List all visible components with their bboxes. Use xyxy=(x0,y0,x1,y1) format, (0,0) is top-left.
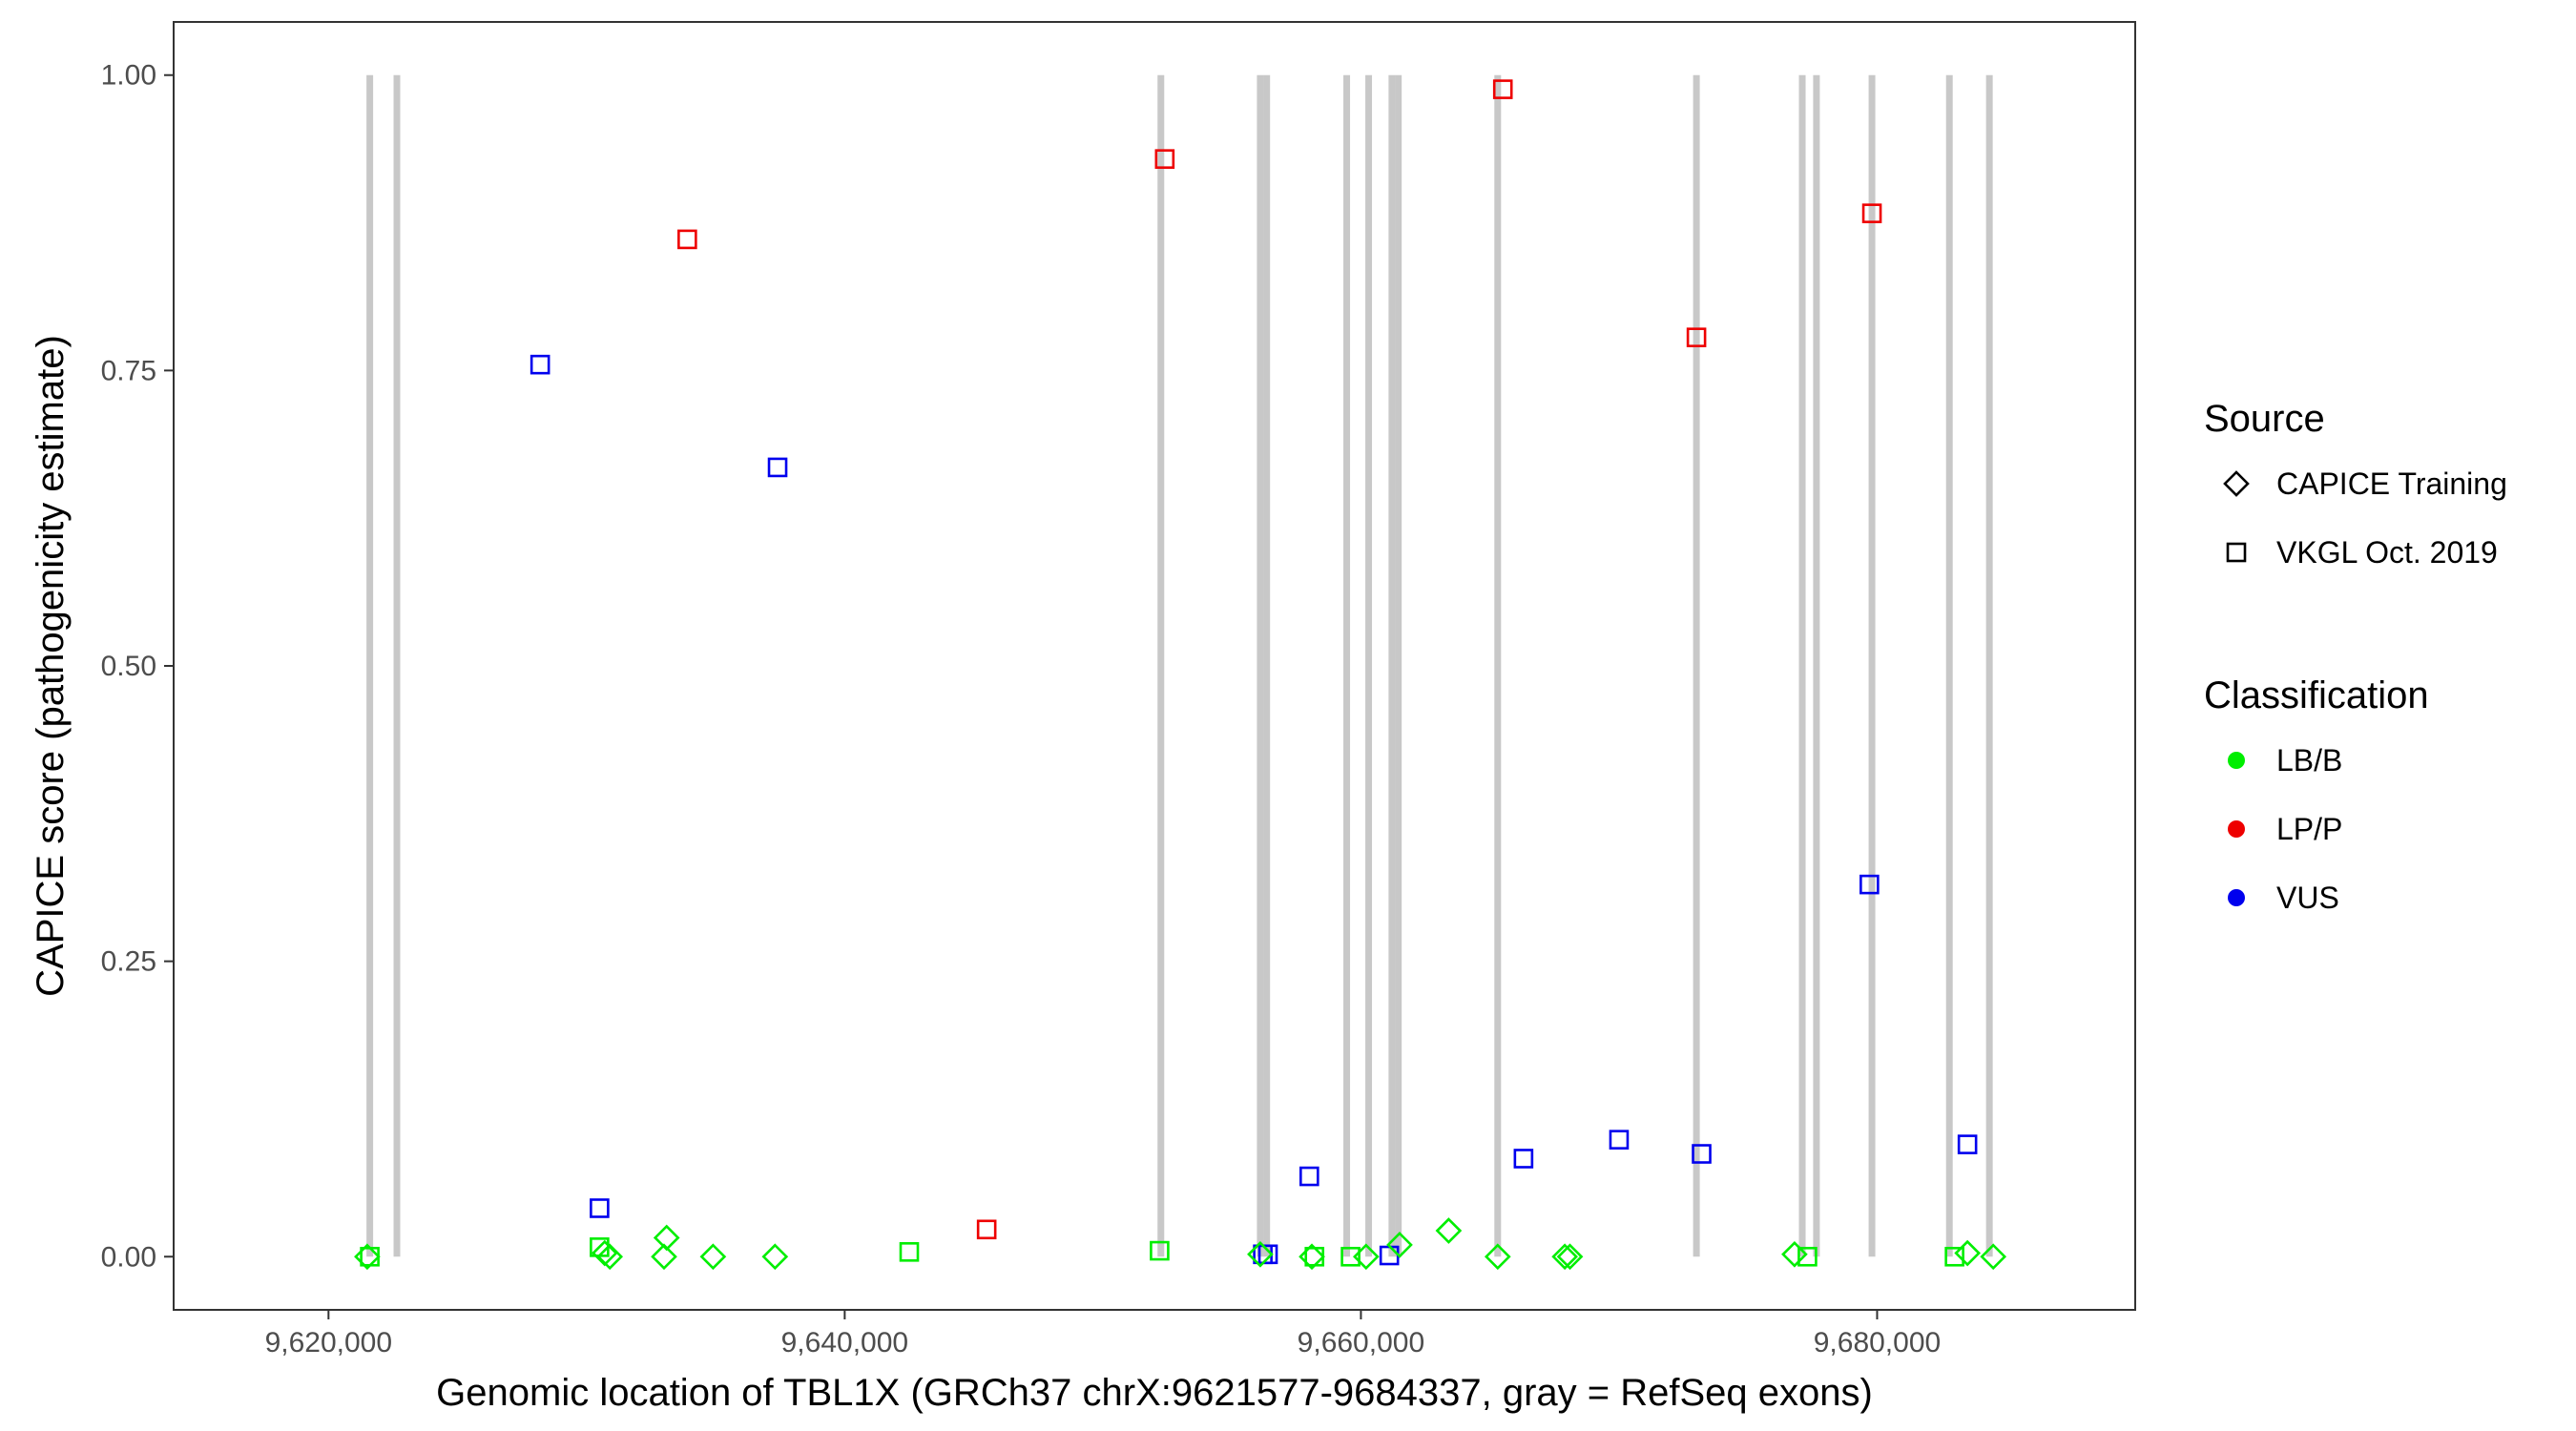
x-tick-label: 9,620,000 xyxy=(265,1327,392,1358)
data-point-diamond xyxy=(1954,1239,1981,1267)
y-axis-title: CAPICE score (pathogenicity estimate) xyxy=(30,335,72,997)
data-point-square xyxy=(1513,1149,1534,1169)
data-point-square xyxy=(1692,1144,1712,1164)
data-point-square xyxy=(530,354,551,375)
data-point-diamond xyxy=(1980,1243,2007,1271)
points-layer xyxy=(354,79,2007,1271)
x-tick-label: 9,680,000 xyxy=(1814,1327,1941,1358)
y-tick-label: 0.50 xyxy=(101,651,156,682)
exon-lines-layer xyxy=(366,74,1993,1257)
data-point-diamond xyxy=(354,1243,381,1271)
data-point-diamond xyxy=(1781,1240,1808,1268)
y-tick-label: 0.75 xyxy=(101,355,156,386)
data-point-square xyxy=(677,229,697,250)
legend-key-diamond xyxy=(2223,470,2250,497)
data-point-diamond xyxy=(596,1243,624,1271)
data-point-diamond xyxy=(1435,1217,1463,1244)
data-point-square xyxy=(1859,874,1880,895)
legend-key-dot xyxy=(2228,752,2245,769)
data-point-square xyxy=(590,1198,610,1218)
x-tick-label: 9,660,000 xyxy=(1298,1327,1424,1358)
data-point-square xyxy=(976,1219,997,1240)
legend-key-dot xyxy=(2228,889,2245,906)
legend-classification-title: Classification xyxy=(2204,674,2429,716)
legend-source-items: CAPICE Training VKGL Oct. 2019 xyxy=(2223,467,2507,570)
data-point-square xyxy=(1957,1134,1978,1154)
data-point-square xyxy=(1609,1130,1630,1150)
legend-classification-label: LP/P xyxy=(2276,812,2342,846)
legend-classification-label: LB/B xyxy=(2276,743,2342,778)
y-tick-label: 0.00 xyxy=(101,1241,156,1273)
data-point-diamond xyxy=(1551,1243,1578,1271)
y-tick-label: 1.00 xyxy=(101,60,156,92)
y-tick-label: 0.25 xyxy=(101,946,156,978)
y-axis: 0.00 0.25 0.50 0.75 1.00 xyxy=(101,60,174,1273)
data-point-square xyxy=(1492,79,1513,99)
data-point-square xyxy=(1797,1246,1818,1267)
data-point-square xyxy=(1340,1246,1361,1267)
legend: Source CAPICE Training VKGL Oct. 2019 Cla… xyxy=(2204,398,2507,915)
x-axis-title: Genomic location of TBL1X (GRCh37 chrX:9… xyxy=(436,1372,1873,1414)
data-point-square xyxy=(1257,1244,1278,1265)
data-point-diamond xyxy=(761,1243,789,1271)
data-point-square xyxy=(1154,149,1175,169)
data-point-square xyxy=(1150,1240,1170,1261)
x-axis: 9,620,000 9,640,000 9,660,000 9,680,000 xyxy=(265,1310,1941,1358)
data-point-diamond xyxy=(699,1243,727,1271)
legend-source-label: CAPICE Training xyxy=(2276,467,2507,501)
data-point-diamond xyxy=(1352,1243,1380,1271)
data-point-diamond xyxy=(1484,1243,1511,1271)
data-point-square xyxy=(1944,1246,1964,1267)
data-point-square xyxy=(1299,1166,1319,1187)
data-point-square xyxy=(767,457,788,478)
legend-classification-items: LB/B LP/P VUS xyxy=(2228,743,2342,915)
data-point-diamond xyxy=(651,1243,677,1271)
x-tick-label: 9,640,000 xyxy=(781,1327,908,1358)
data-point-square xyxy=(899,1242,920,1262)
data-point-diamond xyxy=(1298,1243,1325,1271)
legend-source-label: VKGL Oct. 2019 xyxy=(2276,535,2498,570)
legend-key-square xyxy=(2226,542,2247,563)
legend-key-dot xyxy=(2228,820,2245,838)
data-point-diamond xyxy=(1556,1243,1584,1271)
data-point-square xyxy=(1861,203,1882,223)
data-point-diamond xyxy=(1386,1232,1413,1258)
legend-classification-label: VUS xyxy=(2276,881,2339,915)
data-point-square xyxy=(1686,327,1707,347)
data-point-diamond xyxy=(1247,1240,1274,1268)
legend-source-title: Source xyxy=(2204,398,2325,440)
